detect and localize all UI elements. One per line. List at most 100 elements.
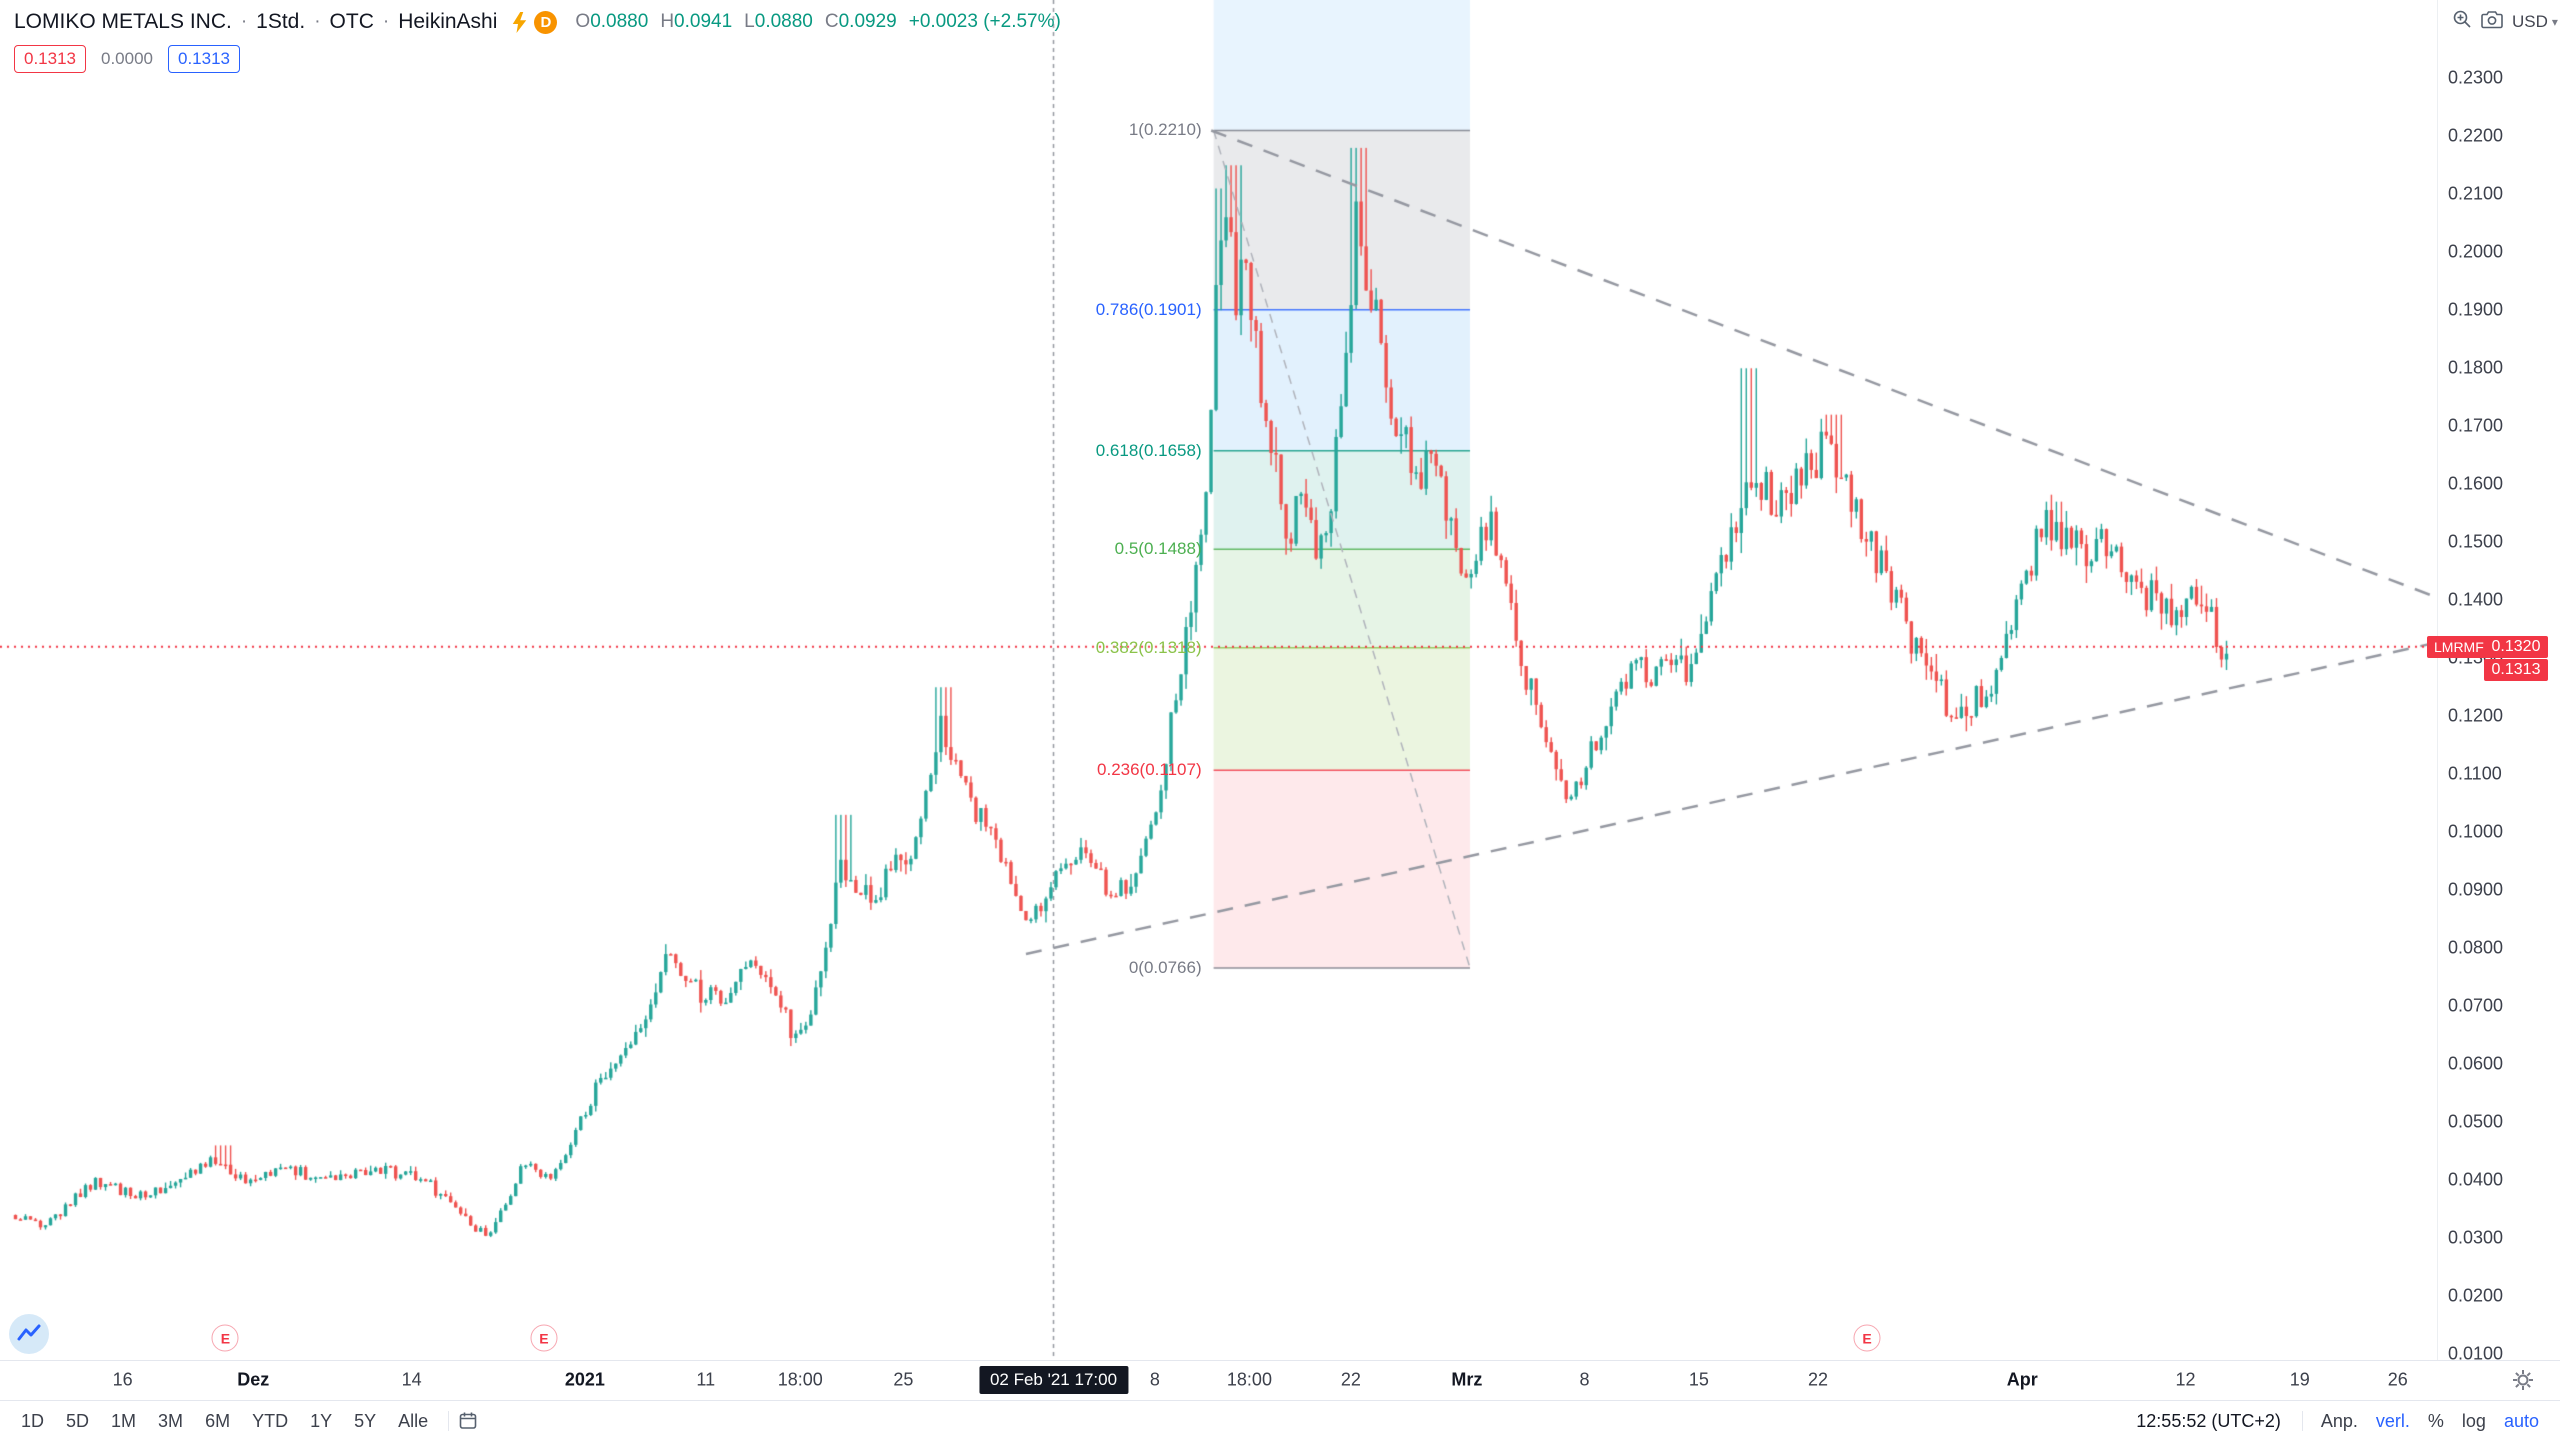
last-price-badge: 0.1320 (2484, 635, 2548, 658)
price-axis-label: 0.0300 (2448, 1227, 2504, 1248)
price-axis-label: 0.0800 (2448, 937, 2504, 958)
time-axis-label: 25 (893, 1369, 914, 1390)
toolbar-item-verl[interactable]: verl. (2375, 1410, 2410, 1431)
time-axis-label: 2021 (564, 1369, 605, 1390)
divider (2301, 1411, 2303, 1431)
symbol-title[interactable]: LOMIKO METALS INC. (14, 10, 232, 33)
range-button-5d[interactable]: 5D (66, 1410, 90, 1431)
bottom-toolbar: 1D 5D 1M 3M 6M YTD 1Y 5Y Alle 12:55:52 (UTC+2) A… (0, 1400, 2560, 1441)
price-axis[interactable]: USD ▾ 0.2300 0.2200 0.2100 0.2000 0.1900 0.180… (2437, 0, 2560, 1364)
symbol-title-row: LOMIKO METALS INC. · 1Std. · OTC · Heiki… (14, 10, 1073, 34)
time-axis-label: Apr (2006, 1369, 2038, 1390)
price-axis-label: 0.0700 (2448, 995, 2504, 1016)
toolbar-item-percent[interactable]: % (2427, 1410, 2444, 1431)
delayed-data-badge[interactable]: D (534, 10, 558, 34)
price-axis-label: 0.2100 (2448, 183, 2504, 204)
indicator-value-badge: 0.1313 (168, 45, 240, 74)
lightning-icon[interactable] (512, 11, 527, 33)
price-axis-label: 0.0600 (2448, 1053, 2504, 1074)
time-axis-label: 8 (1579, 1369, 1590, 1390)
price-axis-label: 0.1200 (2448, 705, 2504, 726)
calendar-icon[interactable] (458, 1411, 478, 1431)
price-axis-label: 0.1000 (2448, 821, 2504, 842)
time-axis-label: 26 (2387, 1369, 2408, 1390)
toolbar-item-anp[interactable]: Anp. (2320, 1410, 2358, 1431)
range-button-6m[interactable]: 6M (205, 1410, 231, 1431)
chart-plot-area[interactable]: 1(0.2210) 0.786(0.1901) 0.618(0.1658) 0.5(0… (0, 0, 2437, 1360)
prev-close-badge: 0.1313 (2484, 658, 2548, 681)
price-axis-label: 0.0900 (2448, 879, 2504, 900)
tradingview-logo[interactable] (9, 1314, 49, 1354)
close-value: 0.0929 (838, 11, 897, 32)
time-axis-label: 12 (2175, 1369, 2196, 1390)
earnings-marker[interactable]: E (211, 1324, 239, 1352)
toolbar-right: 12:55:52 (UTC+2) Anp. verl.% log auto (2136, 1408, 2560, 1435)
price-axis-label: 0.1700 (2448, 415, 2504, 436)
crosshair-time-tooltip: 02 Feb '21 17:00 (978, 1366, 1129, 1394)
price-axis-label: 0.2200 (2448, 125, 2504, 146)
price-axis-label: 0.1900 (2448, 299, 2504, 320)
time-axis-label: 19 (2289, 1369, 2310, 1390)
separator: · (382, 11, 390, 32)
change-value: +0.0023 (+2.57%) (908, 11, 1061, 32)
price-axis-controls: USD ▾ (2438, 9, 2560, 34)
range-button-1d[interactable]: 1D (21, 1410, 45, 1431)
range-buttons: 1D 5D 1M 3M 6M YTD 1Y 5Y Alle (0, 1408, 439, 1435)
time-axis-label: 8 (1149, 1369, 1160, 1390)
time-axis-label: 22 (1807, 1369, 1829, 1390)
price-axis-label: 0.1600 (2448, 473, 2504, 494)
gear-icon[interactable] (2512, 1369, 2534, 1396)
range-button-1m[interactable]: 1M (111, 1410, 137, 1431)
price-axis-label: 0.2000 (2448, 241, 2504, 262)
camera-icon[interactable] (2481, 10, 2503, 34)
range-button-alle[interactable]: Alle (398, 1410, 429, 1431)
low-value: 0.0880 (754, 11, 813, 32)
time-axis-label: 18:00 (1226, 1369, 1272, 1390)
time-axis-label: 11 (696, 1369, 716, 1390)
price-axis-label: 0.2300 (2448, 67, 2504, 88)
range-button-ytd[interactable]: YTD (252, 1410, 289, 1431)
toolbar-item-log[interactable]: log (2461, 1410, 2486, 1431)
interval-label: 1Std. (256, 10, 306, 33)
time-axis-label: 18:00 (777, 1369, 823, 1390)
chart-type-label: HeikinAshi (398, 10, 498, 33)
price-axis-label: 0.1400 (2448, 589, 2504, 610)
time-axis-label: Dez (237, 1369, 270, 1390)
open-value: 0.0880 (590, 11, 649, 32)
divider (448, 1411, 450, 1431)
last-price-symbol-tag: LMRMF (2427, 635, 2491, 658)
range-button-3m[interactable]: 3M (158, 1410, 184, 1431)
high-value: 0.0941 (674, 11, 733, 32)
range-button-5y[interactable]: 5Y (354, 1410, 377, 1431)
time-axis-label: Mrz (1451, 1369, 1483, 1390)
clock[interactable]: 12:55:52 (UTC+2) (2136, 1410, 2281, 1431)
price-axis-label: 0.0100 (2448, 1343, 2504, 1364)
price-axis-label: 0.0200 (2448, 1285, 2504, 1306)
time-axis-label: 22 (1340, 1369, 1361, 1390)
time-axis-label: 14 (401, 1369, 422, 1390)
time-axis-label: 16 (112, 1369, 133, 1390)
earnings-marker[interactable]: E (530, 1324, 558, 1352)
price-axis-label: 0.1800 (2448, 357, 2504, 378)
time-axis-label: 15 (1688, 1369, 1709, 1390)
indicator-value-badge: 0.0000 (98, 45, 156, 74)
indicator-value-row: 0.1313 0.0000 0.1313 (14, 45, 1073, 74)
time-axis-labels: 16 Dez 14 2021 11 18:00 25 8 18:00 22 Mrz 8 15 22 Apr 1… (0, 1361, 2437, 1401)
price-axis-label: 0.0500 (2448, 1111, 2504, 1132)
range-button-1y[interactable]: 1Y (310, 1410, 333, 1431)
indicator-value-badge: 0.1313 (14, 45, 86, 74)
currency-selector[interactable]: USD ▾ (2512, 11, 2558, 31)
chevron-down-icon: ▾ (2551, 14, 2558, 29)
plus-magnifier-icon[interactable] (2452, 9, 2472, 34)
price-axis-label: 0.0400 (2448, 1169, 2504, 1190)
separator: · (314, 11, 321, 32)
earnings-marker[interactable]: E (1853, 1324, 1881, 1352)
toolbar-item-auto[interactable]: auto (2503, 1410, 2539, 1431)
candlestick-chart-canvas[interactable] (0, 0, 2437, 1360)
exchange-label: OTC (329, 10, 374, 33)
scale-options: Anp. verl.% log auto (2312, 1408, 2548, 1435)
ohlc-readout: O0.0880 H0.0941 L0.0880 C0.0929 +0.0023 … (575, 11, 1061, 32)
time-axis[interactable]: 16 Dez 14 2021 11 18:00 25 8 18:00 22 Mrz 8 15 22 Apr 1… (0, 1360, 2560, 1401)
price-axis-label: 0.1500 (2448, 531, 2504, 552)
